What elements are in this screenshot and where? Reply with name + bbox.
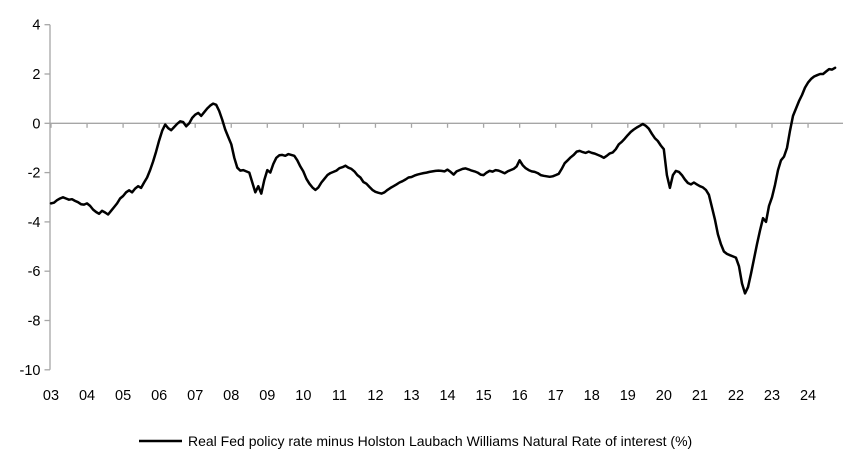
x-tick-label: 04 <box>79 388 95 404</box>
x-tick-label: 22 <box>728 388 744 404</box>
series-line-real-fed-policy-rate <box>49 66 837 295</box>
y-tick-label: -6 <box>28 264 41 280</box>
y-tick-label: -4 <box>28 215 41 231</box>
y-tick-label: 4 <box>32 18 40 34</box>
x-tick-label: 03 <box>43 388 59 404</box>
x-tick-label: 11 <box>332 388 347 404</box>
y-tick-label: 0 <box>32 116 40 132</box>
legend-label: Real Fed policy rate minus Holston Lauba… <box>188 433 692 449</box>
x-tick-label: 05 <box>115 388 131 404</box>
x-tick-label: 20 <box>656 388 672 404</box>
x-tick-label: 07 <box>187 388 203 404</box>
data-series <box>49 66 837 295</box>
x-tick-label: 10 <box>295 388 311 404</box>
x-tick-label: 15 <box>476 388 492 404</box>
x-tick-label: 09 <box>259 388 275 404</box>
x-tick-label: 14 <box>439 388 455 404</box>
x-tick-label: 24 <box>800 388 816 404</box>
x-tick-label: 19 <box>620 388 636 404</box>
x-tick-label: 23 <box>764 388 780 404</box>
y-tick-label: -10 <box>20 363 41 379</box>
x-tick-label: 06 <box>151 388 167 404</box>
x-tick-label: 16 <box>512 388 528 404</box>
legend: Real Fed policy rate minus Holston Lauba… <box>139 433 692 449</box>
x-tick-label: 08 <box>223 388 239 404</box>
y-tick-label: -8 <box>28 314 41 330</box>
x-tick-label: 17 <box>548 388 564 404</box>
x-tick-label: 18 <box>584 388 600 404</box>
x-tick-label: 21 <box>692 388 708 404</box>
y-tick-label: -2 <box>28 166 41 182</box>
x-tick-label: 13 <box>403 388 419 404</box>
x-tick-label: 12 <box>367 388 383 404</box>
y-tick-label: 2 <box>32 67 40 83</box>
